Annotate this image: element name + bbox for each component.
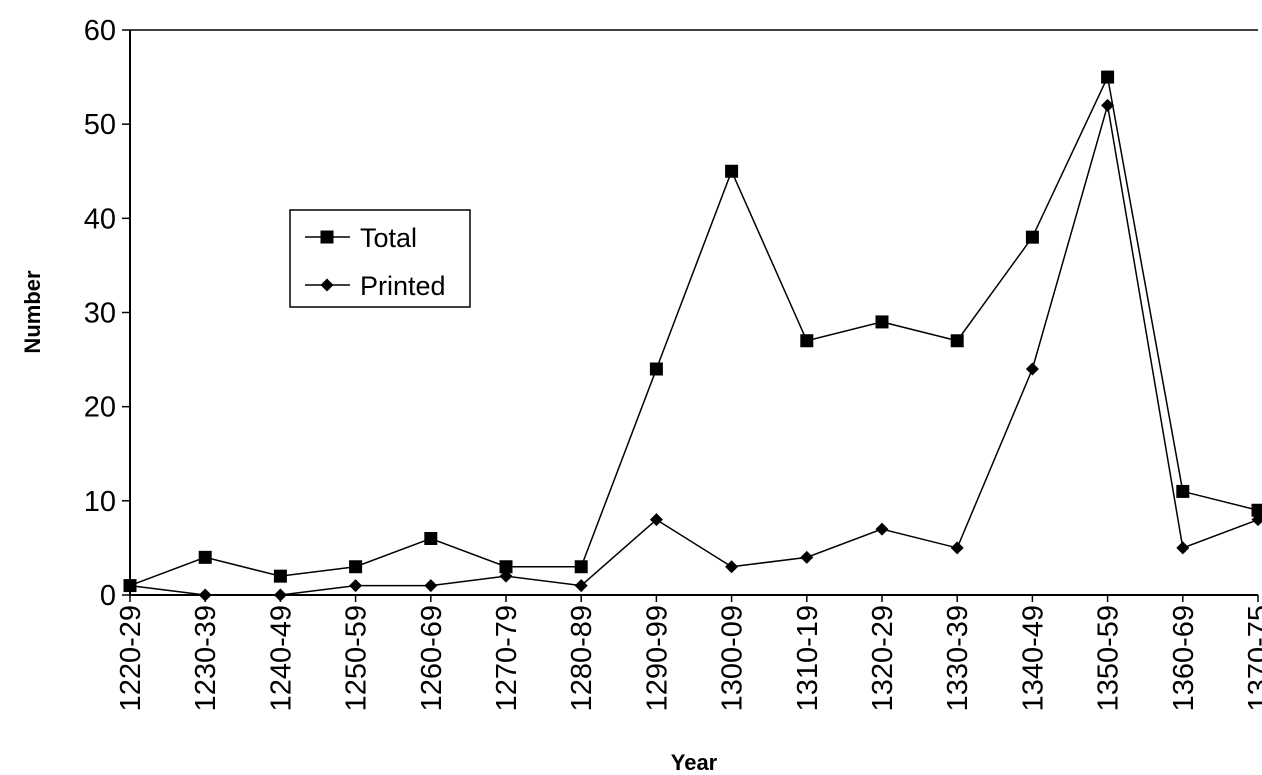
x-tick-label: 1350-59	[1093, 605, 1125, 711]
data-point-printed	[950, 541, 964, 555]
x-tick-label: 1280-89	[566, 605, 598, 711]
series	[123, 70, 1262, 602]
data-point-printed	[1176, 541, 1190, 555]
x-tick-label: 1340-49	[1017, 605, 1049, 711]
x-axis-title: Year	[671, 750, 718, 775]
x-tick-label: 1260-69	[416, 605, 448, 711]
axes	[129, 29, 1258, 596]
x-tick-label: 1300-09	[717, 605, 749, 711]
x-tick-label: 1250-59	[341, 605, 373, 711]
data-point-total	[800, 334, 814, 348]
legend-label-total: Total	[360, 223, 417, 253]
y-tick-label: 20	[84, 392, 116, 424]
y-tick-label: 40	[84, 203, 116, 235]
y-tick-label: 50	[84, 109, 116, 141]
data-point-total	[574, 560, 588, 574]
x-tick-label: 1240-49	[265, 605, 297, 711]
data-point-total	[499, 560, 513, 574]
data-point-printed	[1251, 513, 1262, 527]
data-point-total	[1176, 484, 1190, 498]
y-tick-label: 10	[84, 486, 116, 518]
data-point-printed	[574, 579, 588, 593]
data-point-printed	[499, 569, 513, 583]
data-point-total	[725, 164, 739, 178]
data-point-total	[950, 334, 964, 348]
x-tick-label: 1310-19	[792, 605, 824, 711]
data-point-printed	[349, 579, 363, 593]
legend-marker-total	[320, 230, 334, 244]
y-tick-label: 60	[84, 15, 116, 47]
data-point-printed	[424, 579, 438, 593]
legend-marker-printed	[320, 278, 334, 292]
data-point-total	[1101, 70, 1115, 84]
legend: Total Printed	[289, 209, 471, 308]
series-printed	[123, 98, 1262, 602]
y-tick-label: 30	[84, 298, 116, 330]
x-tick-label: 1370-75	[1243, 605, 1262, 711]
x-tick-label: 1320-29	[867, 605, 899, 711]
data-point-total	[1025, 230, 1039, 244]
data-point-total	[875, 315, 889, 329]
data-point-printed	[1101, 98, 1115, 112]
x-tick-label: 1230-39	[190, 605, 222, 711]
x-ticks: 1220-29 1230-39 1240-49 1250-59 1260-69 1270-…	[115, 595, 1262, 711]
data-point-printed	[123, 579, 137, 593]
data-point-total	[349, 560, 363, 574]
x-tick-label: 1360-69	[1168, 605, 1200, 711]
x-tick-label: 1270-79	[491, 605, 523, 711]
x-tick-label: 1290-99	[641, 605, 673, 711]
data-point-total	[273, 569, 287, 583]
data-point-total	[649, 362, 663, 376]
data-point-printed	[1025, 362, 1039, 376]
data-point-total	[1251, 503, 1262, 517]
data-point-printed	[649, 513, 663, 527]
series-total	[123, 70, 1262, 593]
legend-label-printed: Printed	[360, 271, 446, 301]
series-line-total	[129, 74, 1259, 587]
y-tick-label: 0	[100, 580, 116, 612]
y-ticks: 0 10 20 30 40 50 60	[84, 15, 130, 612]
data-point-total	[424, 532, 438, 545]
data-point-total	[198, 550, 212, 564]
data-point-printed	[875, 522, 889, 536]
x-tick-label: 1220-29	[115, 605, 147, 711]
data-point-printed	[725, 560, 739, 574]
series-line-printed	[129, 105, 1259, 596]
data-point-printed	[273, 588, 287, 602]
x-tick-label: 1330-39	[942, 605, 974, 711]
y-axis-title: Number	[20, 270, 45, 354]
data-point-printed	[198, 588, 212, 602]
legend-box	[289, 209, 471, 308]
data-point-printed	[800, 550, 814, 564]
